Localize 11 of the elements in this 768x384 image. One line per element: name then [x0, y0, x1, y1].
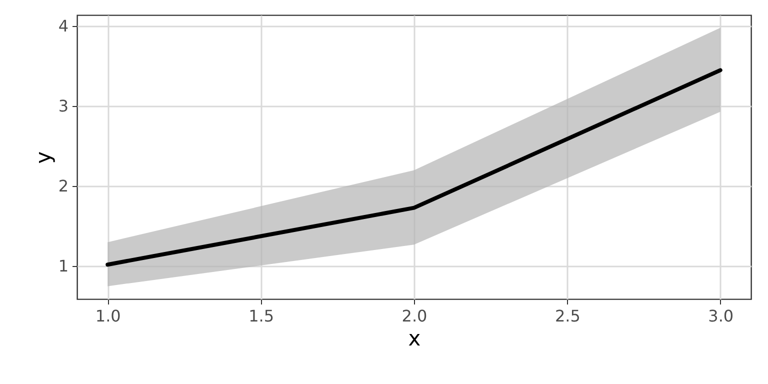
x-tick-label: 1.0	[95, 306, 121, 326]
x-tick-label: 2.0	[402, 306, 428, 326]
y-tick-label: 3	[58, 96, 68, 116]
x-tick-label: 3.0	[708, 306, 734, 326]
y-tick-label: 2	[58, 176, 68, 196]
x-tick-label: 1.5	[248, 306, 274, 326]
y-tick-label: 4	[58, 16, 68, 36]
y-tick-label: 1	[58, 256, 68, 276]
y-axis-title: y	[31, 151, 56, 164]
x-axis-title: x	[408, 326, 421, 350]
x-tick-label: 2.5	[554, 306, 580, 326]
